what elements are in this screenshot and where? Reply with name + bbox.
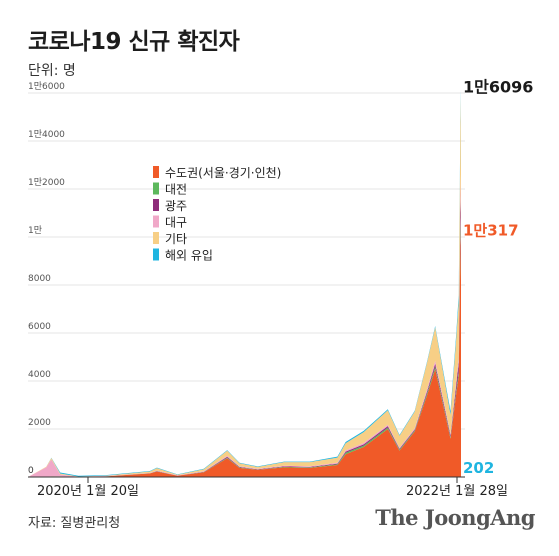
- legend-swatch: [153, 182, 159, 195]
- legend-label: 대전: [165, 183, 187, 197]
- y-tick-label: 1만2000: [28, 177, 65, 188]
- legend-swatch: [153, 232, 159, 244]
- legend-label: 대구: [165, 216, 187, 230]
- y-tick-label: 0: [28, 466, 34, 476]
- y-tick-label: 1만6000: [28, 81, 65, 92]
- annotation-total: 1만6096: [463, 78, 533, 97]
- y-tick-label: 1만4000: [28, 129, 65, 140]
- y-tick-label: 2000: [28, 418, 51, 428]
- legend-swatch: [153, 248, 159, 261]
- legend-label: 광주: [165, 199, 187, 213]
- y-tick-label: 0: [28, 466, 34, 476]
- annotation-seoul-metro: 1만317: [463, 221, 519, 239]
- legend-label: 해외 유입: [165, 249, 213, 263]
- legend-swatch: [153, 199, 159, 211]
- x-start-label: 2020년 1월 20일: [37, 484, 139, 499]
- y-tick-label: 4000: [28, 370, 51, 380]
- series-area: [28, 95, 461, 477]
- x-end-label: 2022년 1월 28일: [406, 484, 508, 499]
- series-area: [28, 90, 461, 477]
- legend-swatch: [153, 215, 159, 228]
- chart-title: 코로나19 신규 확진자: [28, 29, 240, 55]
- annotation-overseas: 202: [463, 459, 494, 477]
- y-tick-label: 1만: [28, 225, 42, 236]
- unit-label: 단위: 명: [28, 63, 76, 79]
- publisher-logo: The JoongAng: [375, 505, 535, 530]
- y-tick-label: 6000: [28, 322, 51, 332]
- legend-swatch: [153, 166, 159, 178]
- legend-label: 기타: [165, 232, 187, 246]
- source-note: 자료: 질병관리청: [28, 516, 121, 531]
- series-area: [28, 229, 461, 477]
- y-tick-label: 8000: [28, 274, 51, 284]
- legend-label: 수도권(서울·경기·인천): [165, 165, 281, 180]
